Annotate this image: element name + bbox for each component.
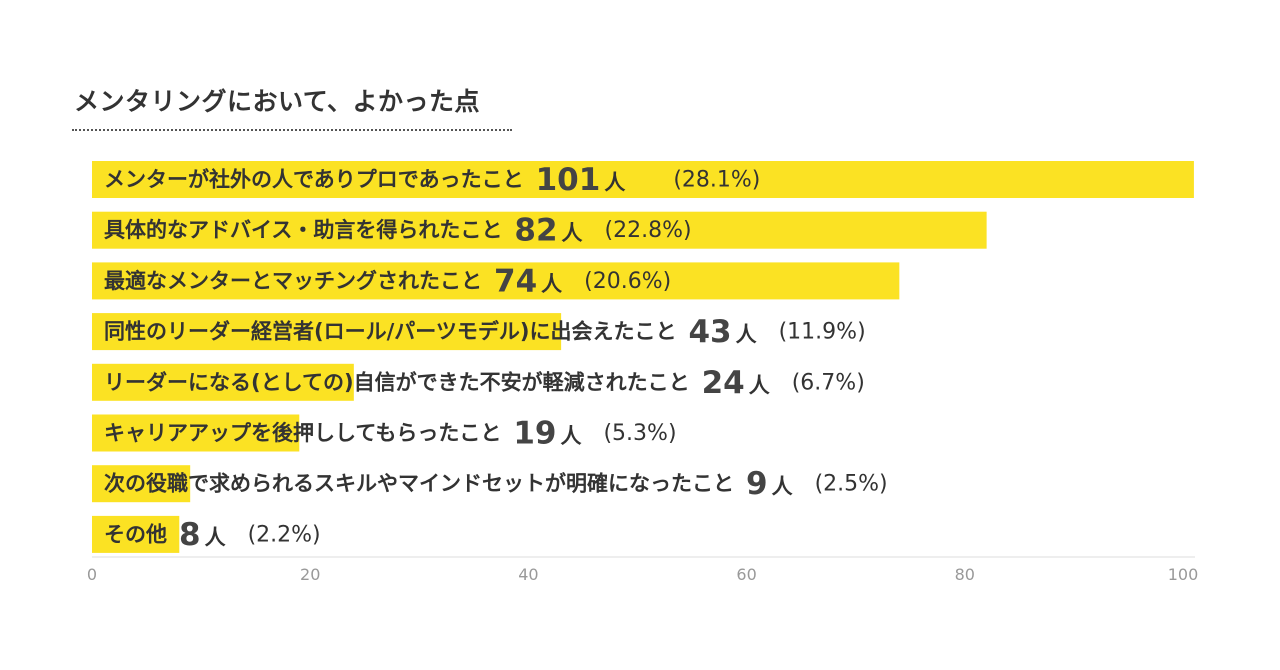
- category-label: リーダーになる(としての)自信ができた不安が軽減されたこと: [104, 370, 690, 394]
- percent-label: (22.8%): [605, 218, 692, 243]
- percent-label: (11.9%): [779, 320, 866, 345]
- x-tick-label: 60: [736, 565, 756, 584]
- count-unit-label: 人: [560, 424, 581, 448]
- percent-label: (28.1%): [673, 168, 760, 193]
- category-label: 最適なメンターとマッチングされたこと: [104, 269, 482, 293]
- x-tick-label: 0: [87, 565, 97, 584]
- bar-annotation: メンターが社外の人でありプロであったこと 101 人 (28.1%): [104, 162, 760, 198]
- bar-annotation: キャリアアップを後押ししてもらったこと 19 人 (5.3%): [104, 416, 677, 452]
- count-label: 82: [514, 213, 557, 249]
- category-label: 具体的なアドバイス・助言を得られたこと: [104, 218, 502, 242]
- bar-annotation: 同性のリーダー経営者(ロール/パーツモデル)に出会えたこと 43 人 (11.9%): [104, 314, 866, 350]
- title-divider: [72, 129, 512, 131]
- count-unit-label: 人: [749, 373, 770, 397]
- category-label: その他: [104, 522, 167, 546]
- bar: [92, 262, 900, 300]
- count-unit-label: 人: [736, 323, 757, 347]
- count-unit-label: 人: [604, 171, 625, 195]
- count-label: 8: [179, 517, 201, 553]
- x-tick-label: 40: [518, 565, 538, 584]
- bar-annotation: 具体的なアドバイス・助言を得られたこと 82 人 (22.8%): [104, 213, 692, 249]
- percent-label: (2.5%): [815, 472, 888, 497]
- chart-title: メンタリングにおいて、よかった点: [74, 87, 481, 116]
- category-label: メンターが社外の人でありプロであったこと: [104, 168, 524, 192]
- count-unit-label: 人: [205, 525, 226, 549]
- bar: [92, 363, 354, 401]
- bar: [92, 313, 562, 351]
- bar: [92, 465, 191, 503]
- bar: [92, 414, 300, 452]
- x-tick-label: 20: [300, 565, 320, 584]
- count-label: 19: [513, 416, 556, 452]
- count-label: 43: [688, 314, 731, 350]
- category-label: 次の役職で求められるスキルやマインドセットが明確になったこと: [104, 472, 734, 496]
- bar: [92, 161, 1194, 198]
- x-tick-label: 80: [955, 565, 975, 584]
- count-label: 9: [746, 466, 768, 502]
- percent-label: (5.3%): [603, 421, 676, 446]
- count-unit-label: 人: [562, 221, 583, 245]
- count-unit-label: 人: [541, 272, 562, 296]
- bar: [92, 211, 987, 249]
- percent-label: (6.7%): [792, 370, 865, 395]
- count-label: 24: [702, 365, 745, 401]
- percent-label: (2.2%): [248, 522, 321, 547]
- count-label: 101: [536, 162, 601, 198]
- category-label: キャリアアップを後押ししてもらったこと: [104, 421, 501, 445]
- bar-annotation: 次の役職で求められるスキルやマインドセットが明確になったこと 9 人 (2.5%): [104, 466, 888, 502]
- bar: [92, 515, 180, 553]
- x-tick-label: 100: [1168, 565, 1199, 584]
- bar-annotation: リーダーになる(としての)自信ができた不安が軽減されたこと 24 人 (6.7%): [104, 365, 865, 401]
- bar-annotation: 最適なメンターとマッチングされたこと 74 人 (20.6%): [104, 263, 671, 299]
- category-label: 同性のリーダー経営者(ロール/パーツモデル)に出会えたこと: [104, 320, 676, 344]
- count-label: 74: [494, 263, 537, 299]
- percent-label: (20.6%): [584, 269, 671, 294]
- bar-annotation: その他 8 人 (2.2%): [104, 517, 321, 553]
- count-unit-label: 人: [772, 475, 793, 499]
